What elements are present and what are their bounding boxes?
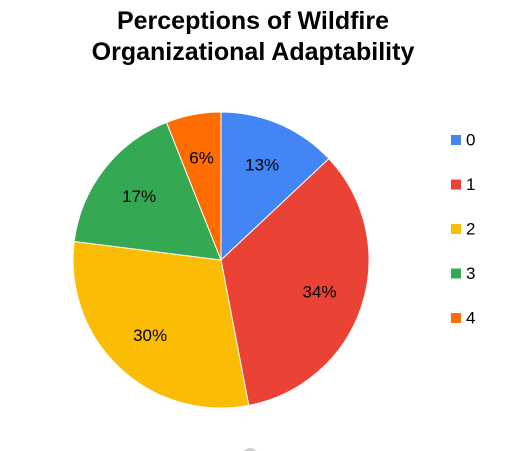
slice-label-3: 17%	[122, 187, 156, 206]
slice-label-2: 30%	[133, 326, 167, 345]
legend-swatch-2	[451, 224, 461, 234]
slice-label-1: 34%	[303, 283, 337, 302]
pie-slice-4[interactable]	[165, 111, 222, 261]
pie-slice-3[interactable]	[73, 121, 222, 261]
pie-slice-labels: 13% 34% 30% 17% 6%	[122, 149, 336, 345]
legend-label-3[interactable]: 3	[466, 264, 475, 283]
slice-label-0: 13%	[245, 155, 279, 174]
legend-label-0[interactable]: 0	[466, 131, 475, 150]
legend-label-4[interactable]: 4	[466, 309, 475, 328]
legend-swatch-3	[451, 268, 461, 279]
legend: 0 1 2 3 4	[451, 131, 475, 328]
chart-title: Perceptions of Wildfire Organizational A…	[0, 6, 506, 68]
legend-swatch-1	[451, 179, 461, 190]
pie-slice-1[interactable]	[220, 157, 370, 406]
chart-title-line-2: Organizational Adaptability	[91, 38, 415, 66]
legend-label-2[interactable]: 2	[466, 220, 475, 239]
legend-label-1[interactable]: 1	[466, 175, 475, 194]
scroll-indicator-dot	[243, 448, 257, 451]
legend-swatch-0	[451, 135, 461, 145]
pie-slice-2[interactable]	[72, 240, 250, 409]
legend-swatch-4	[451, 313, 461, 323]
chart-title-line-1: Perceptions of Wildfire	[116, 7, 390, 35]
pie-slices	[72, 111, 370, 409]
pie-slice-0[interactable]	[220, 111, 330, 262]
slice-label-4: 6%	[189, 149, 214, 168]
